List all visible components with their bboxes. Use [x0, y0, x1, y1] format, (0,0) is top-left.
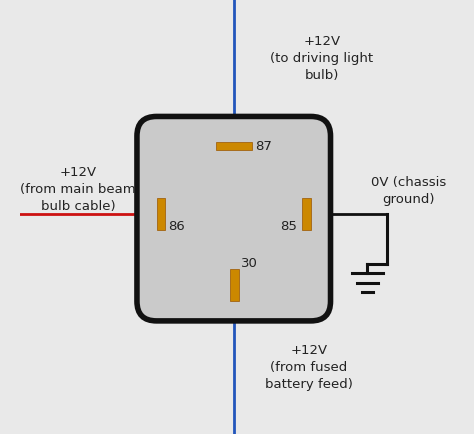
FancyBboxPatch shape [137, 117, 330, 321]
Text: 85: 85 [281, 219, 297, 232]
Bar [156, 199, 165, 231]
Text: +12V
(from main beam
bulb cable): +12V (from main beam bulb cable) [20, 165, 136, 212]
Text: 86: 86 [168, 219, 185, 232]
Bar [302, 199, 311, 231]
Bar [216, 142, 252, 151]
Text: +12V
(from fused
battery feed): +12V (from fused battery feed) [265, 343, 353, 390]
Text: 87: 87 [255, 139, 272, 152]
Text: 0V (chassis
ground): 0V (chassis ground) [371, 176, 447, 206]
Text: 30: 30 [241, 256, 258, 269]
Bar [230, 270, 239, 302]
Text: +12V
(to driving light
bulb): +12V (to driving light bulb) [270, 35, 374, 82]
